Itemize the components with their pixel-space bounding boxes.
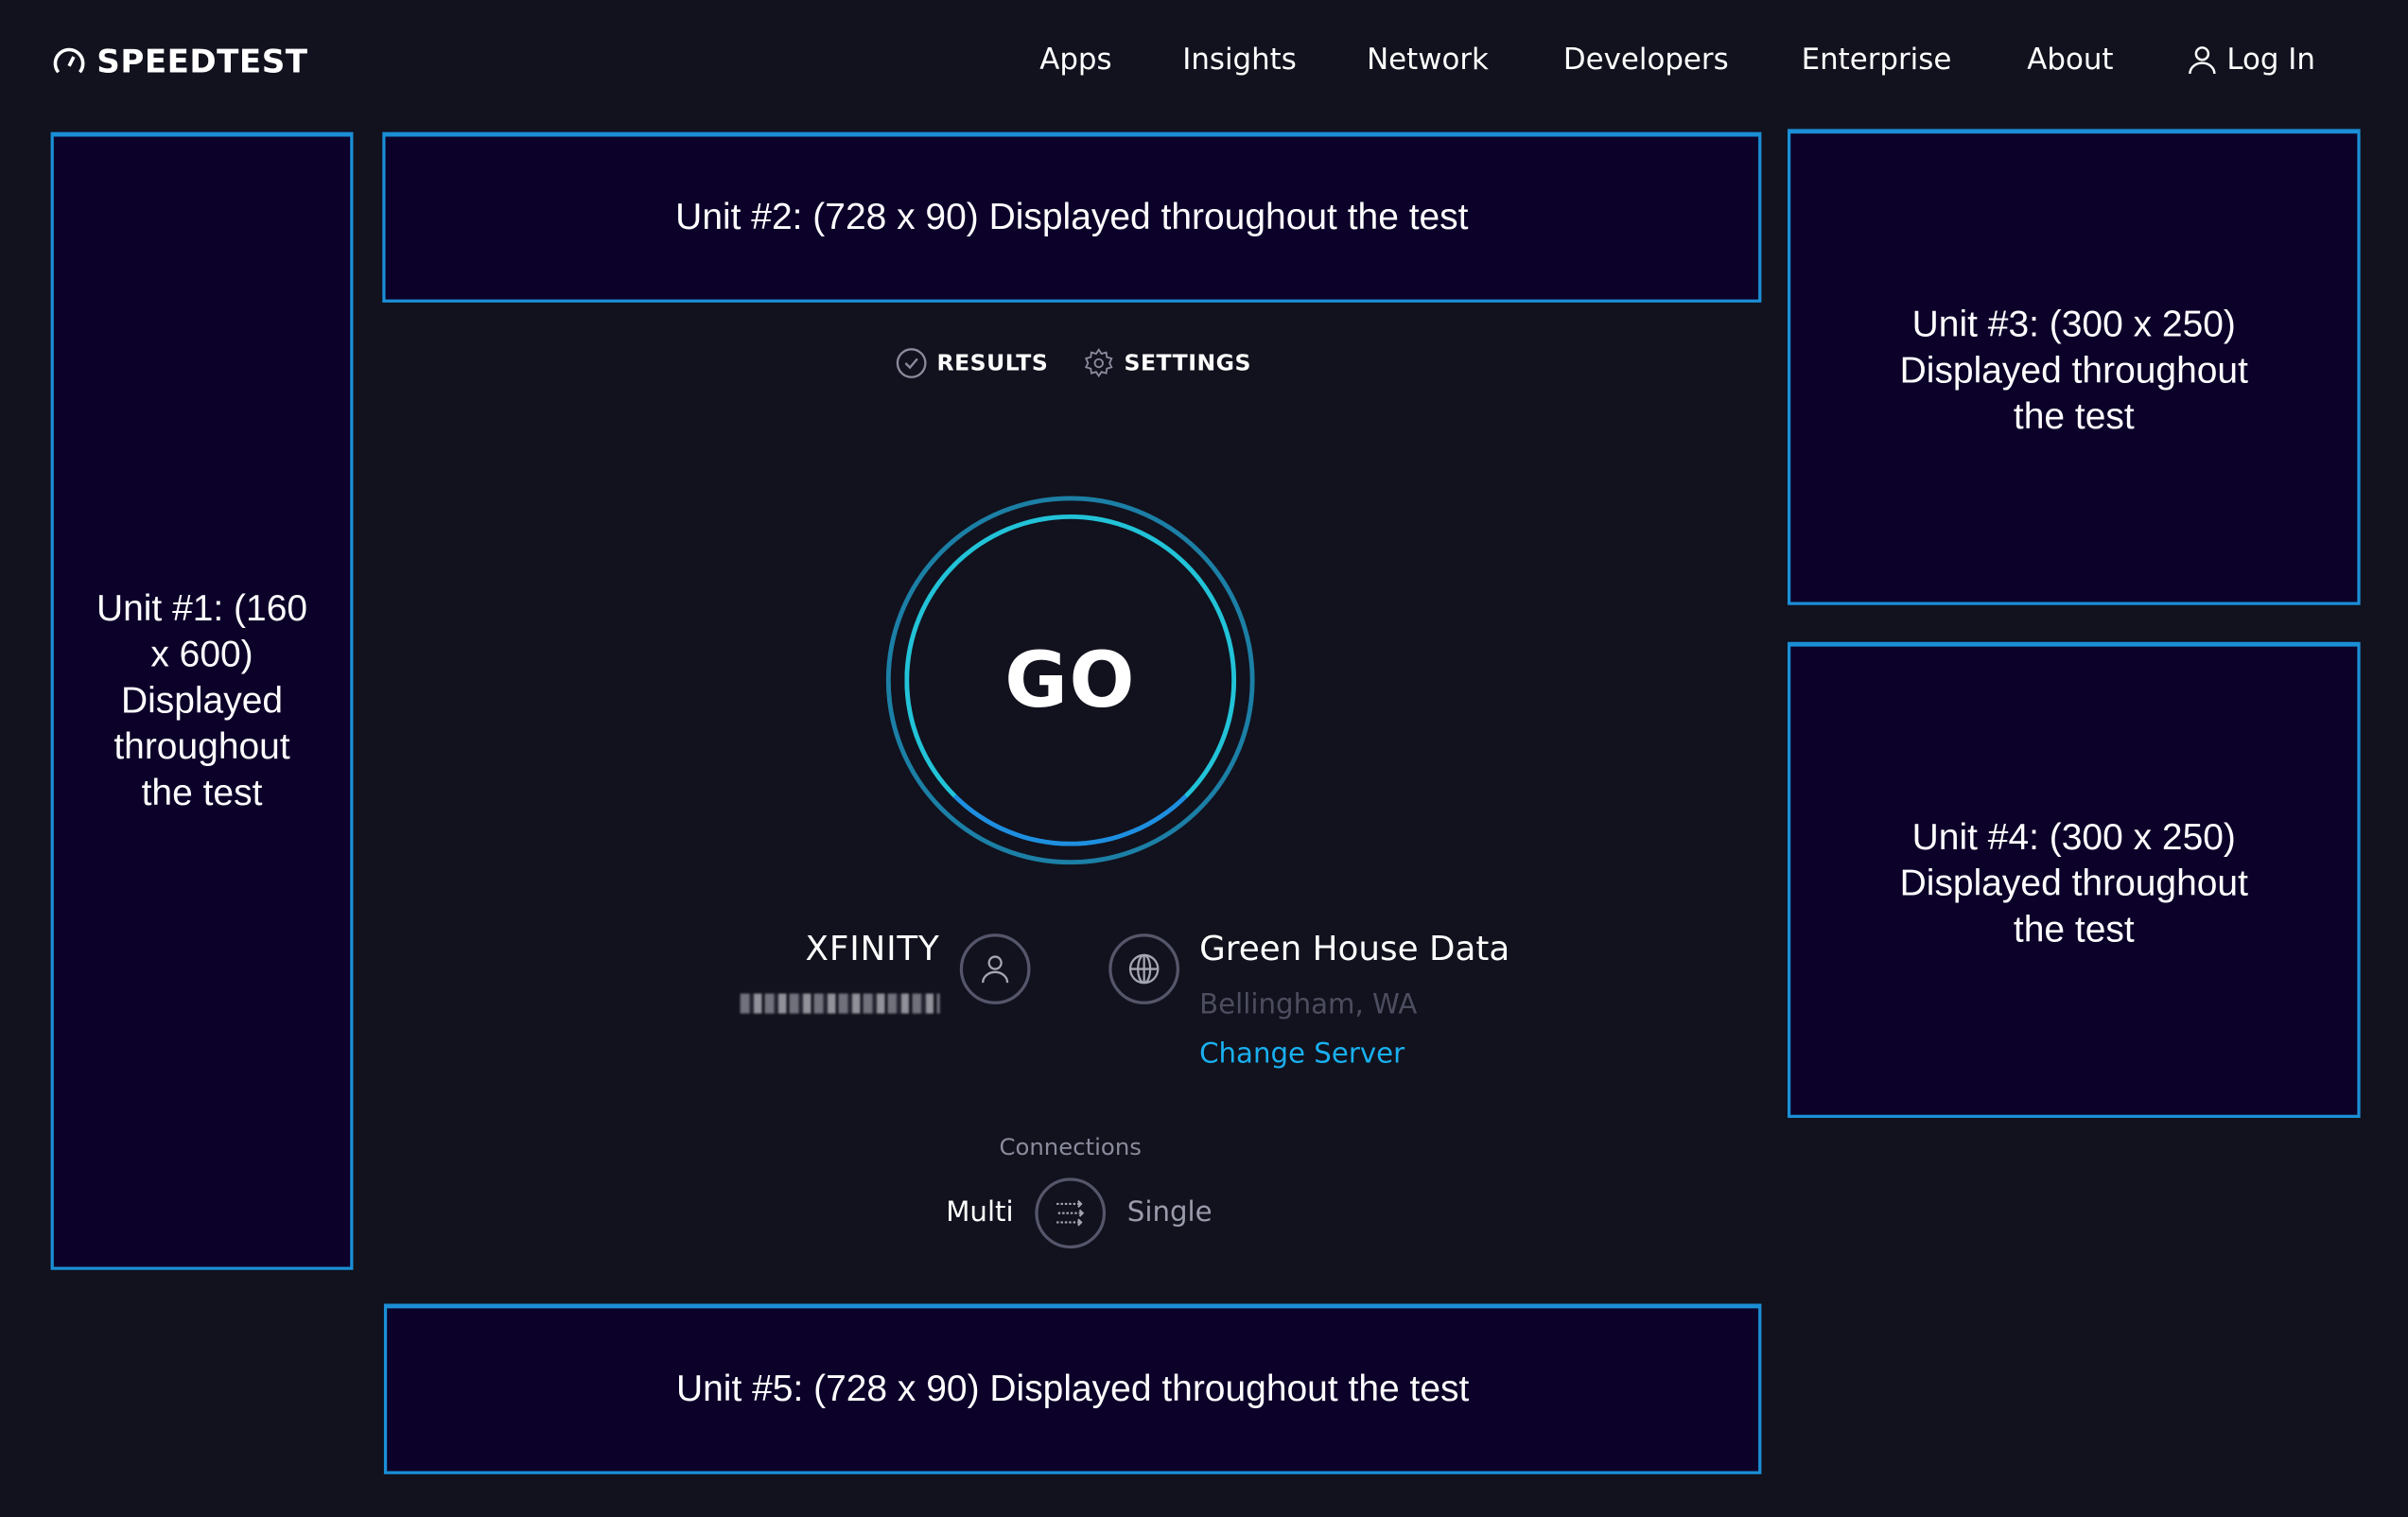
check-circle-icon [896, 348, 927, 378]
change-server-link[interactable]: Change Server [1199, 1037, 1405, 1071]
isp-name: XFINITY [805, 930, 940, 969]
isp-user-icon [959, 933, 1031, 1004]
ad-unit-2-text: Unit #2: (728 x 90) Displayed throughout… [675, 196, 1469, 238]
ad-unit-4-text: Unit #4: (300 x 250) Displayed throughou… [1899, 816, 2248, 951]
ad-unit-4[interactable]: Unit #4: (300 x 250) Displayed throughou… [1787, 641, 2361, 1119]
speedometer-icon [53, 47, 85, 74]
login-link[interactable]: Log In [2187, 43, 2315, 77]
connections-multi[interactable]: Multi [946, 1195, 1014, 1229]
ad-unit-3-text: Unit #3: (300 x 250) Displayed throughou… [1899, 304, 2248, 438]
server-location: Bellingham, WA [1199, 988, 1418, 1021]
results-tab[interactable]: RESULTS [896, 347, 1049, 379]
ad-unit-1-text: Unit #1: (160 x 600) Displayed throughou… [96, 587, 308, 814]
ad-unit-5[interactable]: Unit #5: (728 x 90) Displayed throughout… [383, 1303, 1762, 1474]
server-name: Green House Data [1199, 930, 1510, 969]
ip-address-redacted [740, 993, 940, 1014]
go-label: GO [1004, 636, 1137, 725]
connections-single[interactable]: Single [1126, 1195, 1213, 1229]
ad-unit-1[interactable]: Unit #1: (160 x 600) Displayed throughou… [50, 131, 354, 1270]
speedtest-logo[interactable]: SPEEDTEST [51, 43, 308, 79]
nav-insights[interactable]: Insights [1182, 43, 1297, 78]
nav-apps[interactable]: Apps [1039, 43, 1112, 78]
globe-icon [1108, 933, 1180, 1004]
nav-developers[interactable]: Developers [1562, 43, 1729, 78]
gear-icon [1084, 348, 1113, 378]
settings-tab[interactable]: SETTINGS [1083, 347, 1251, 379]
login-label: Log In [2226, 43, 2315, 78]
nav-network[interactable]: Network [1367, 43, 1489, 78]
connections-arrows-icon [1056, 1199, 1085, 1227]
ad-unit-5-text: Unit #5: (728 x 90) Displayed throughout… [675, 1368, 1470, 1410]
ad-unit-2[interactable]: Unit #2: (728 x 90) Displayed throughout… [382, 131, 1762, 303]
ad-unit-3[interactable]: Unit #3: (300 x 250) Displayed throughou… [1787, 129, 2361, 605]
go-button[interactable]: GO [885, 496, 1255, 865]
results-label: RESULTS [936, 351, 1049, 375]
connections-label: Connections [999, 1133, 1142, 1161]
settings-label: SETTINGS [1124, 351, 1251, 375]
connections-toggle[interactable] [1035, 1177, 1107, 1249]
nav-about[interactable]: About [2027, 43, 2114, 78]
user-icon [2189, 46, 2216, 75]
nav-enterprise[interactable]: Enterprise [1801, 43, 1952, 78]
logo-text: SPEEDTEST [96, 43, 308, 80]
